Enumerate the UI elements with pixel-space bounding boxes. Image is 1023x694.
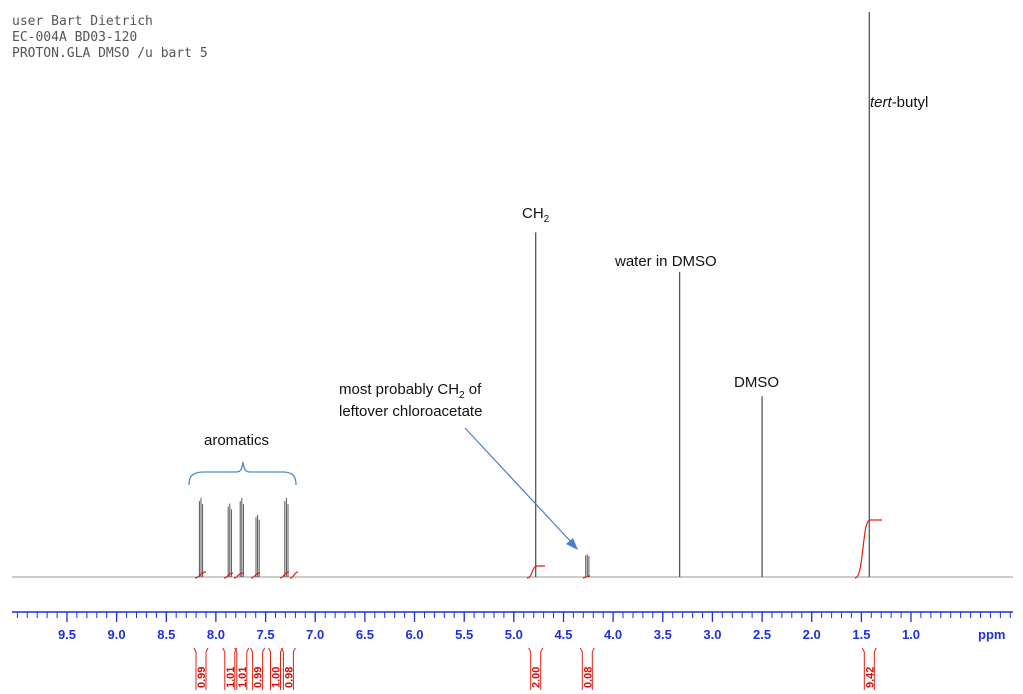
integral-curve-7-58: [250, 572, 261, 579]
x-axis-tick-label: 8.0: [207, 627, 225, 642]
integral-label-group: 1.00: [268, 647, 283, 690]
integral-value: 9.42: [864, 667, 876, 688]
integral-curve-8-15: [194, 571, 207, 579]
integral-curve-7-40: [279, 571, 290, 579]
integral-label-group: 9.42: [861, 647, 877, 690]
x-axis-tick-label: 5.5: [455, 627, 473, 642]
x-axis-major-ticks: 9.5 9.0 8.5 8.0 7.5 7.0 6.5 6.0 5.5 5.0 4.5 4.0 3.5 3…: [58, 612, 920, 642]
annotation-tert-butyl: tert-butyl: [870, 94, 928, 111]
header-line-1: user Bart Dietrich: [12, 14, 153, 29]
chloro-arrow-line: [464, 427, 574, 545]
annotation-chloro-line-2: leftover chloroacetate: [339, 403, 482, 420]
spectrum-peaks: [198, 12, 870, 577]
integral-bracket: [222, 647, 238, 690]
integral-curve-7-86: [223, 572, 234, 579]
x-axis-tick-label: 5.0: [505, 627, 523, 642]
annotation-chloro-of: of: [465, 381, 483, 398]
annotation-ch2: CH2: [522, 205, 550, 225]
annotation-chloro-main: most probably CH: [339, 381, 459, 398]
chloro-arrow-head: [566, 538, 578, 550]
x-axis-tick-label: 7.0: [306, 627, 324, 642]
x-axis-tick-label: 8.5: [157, 627, 175, 642]
integral-bracket: [280, 647, 296, 690]
integral-label-group: 0.99: [250, 647, 266, 690]
x-axis-tick-label: 3.0: [703, 627, 721, 642]
integral-curves: [194, 519, 882, 579]
integral-curve-7-27: [289, 571, 299, 579]
x-axis-tick-label: 4.5: [554, 627, 572, 642]
integral-label-group: 1.01: [222, 647, 238, 690]
integral-label-group: 2.00: [528, 647, 544, 690]
chloro-arrow: [464, 427, 578, 550]
annotation-chloro-sub: 2: [459, 390, 465, 401]
annotation-chloro-line-1: most probably CH2 of: [339, 381, 482, 401]
x-axis-tick-label: 3.5: [654, 627, 672, 642]
x-axis-tick-label: 2.5: [753, 627, 771, 642]
annotation-water: water in DMSO: [614, 253, 717, 270]
aromatics-brace: [188, 461, 297, 486]
annotation-ch2-sub: 2: [544, 214, 550, 225]
annotation-tert-butyl-rest: -butyl: [892, 94, 929, 111]
integral-label-group: 0.08: [579, 647, 595, 690]
integral-bracket: [234, 647, 250, 690]
x-axis-tick-label: 2.0: [803, 627, 821, 642]
integral-value: 0.98: [283, 667, 295, 688]
x-axis-tick-label: 6.0: [405, 627, 423, 642]
integral-bracket: [193, 647, 209, 690]
integral-curve-1-42: [854, 519, 882, 579]
integral-bracket: [861, 647, 877, 690]
integral-bracket: [528, 647, 544, 690]
x-axis-tick-label: 7.5: [257, 627, 275, 642]
integral-label-group: 0.98: [280, 647, 296, 690]
x-axis-tick-label: 9.0: [108, 627, 126, 642]
x-axis-tick-label: 1.0: [902, 627, 920, 642]
integral-value: 1.01: [225, 667, 237, 688]
annotation-dmso: DMSO: [734, 374, 779, 391]
integral-curve-4-26: [582, 575, 591, 579]
integral-label-group: 0.99: [193, 647, 209, 690]
annotation-tert-butyl-italic: tert: [870, 94, 893, 111]
header-line-3: PROTON.GLA DMSO /u bart 5: [12, 46, 208, 61]
annotation-aromatics: aromatics: [204, 432, 269, 449]
integral-bracket: [250, 647, 266, 690]
integral-value: 1.00: [271, 667, 283, 688]
x-axis-unit-label: ppm: [978, 627, 1005, 642]
integral-value: 0.99: [253, 667, 265, 688]
x-axis-tick-label: 1.5: [852, 627, 870, 642]
integral-value: 0.99: [196, 667, 208, 688]
annotation-ch2-main: CH: [522, 205, 544, 222]
integral-value: 2.00: [531, 667, 543, 688]
integral-labels: 0.99 1.01 1.01 0.99 1.00 0.98 2.00 0.08 9.42: [193, 647, 877, 690]
x-axis-tick-label: 4.0: [604, 627, 622, 642]
integral-curve-7-74: [233, 572, 244, 579]
integral-curve-4-78: [526, 565, 545, 579]
integral-label-group: 1.01: [234, 647, 250, 690]
header-line-2: EC-004A BD03-120: [12, 30, 137, 45]
integral-value: 1.01: [237, 667, 249, 688]
integral-bracket: [579, 647, 595, 690]
integral-value: 0.08: [582, 667, 594, 688]
x-axis-tick-label: 6.5: [356, 627, 374, 642]
x-axis-tick-label: 9.5: [58, 627, 76, 642]
